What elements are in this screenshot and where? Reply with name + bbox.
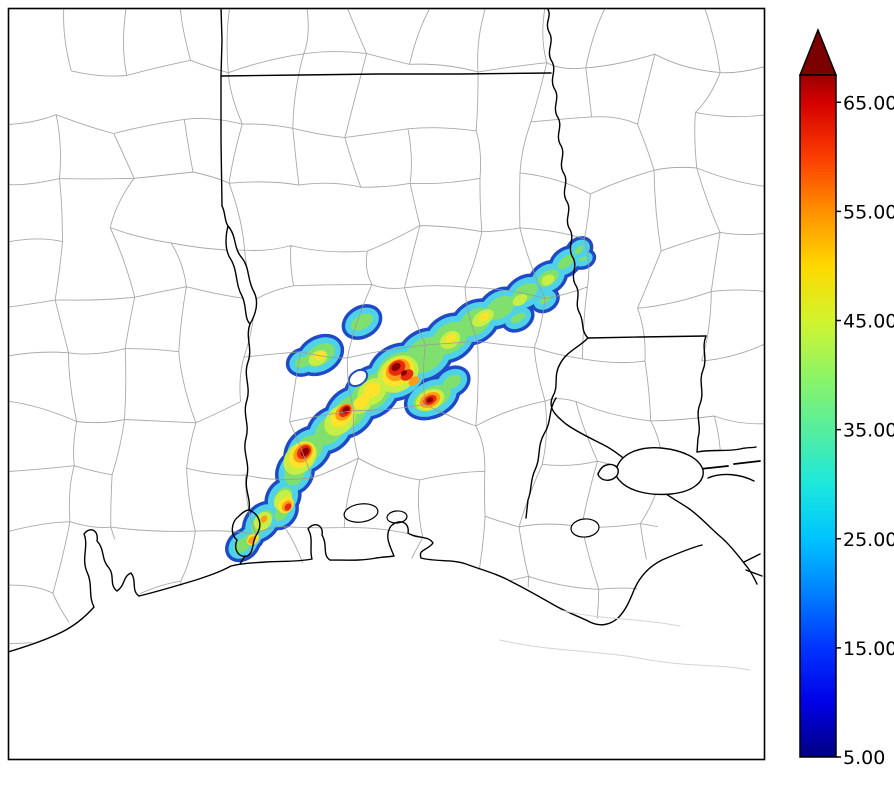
lake-maurepas [597,463,619,481]
sabine-lake [231,509,261,557]
contour-fill [445,333,457,343]
colorbar: 65.00 55.00 45.00 35.00 25.00 15.00 5.00 [798,27,894,769]
lake-borgne-shore [707,473,755,482]
sabine-river-upper [221,205,229,227]
state-border-la-ms-31n [587,335,707,339]
colorbar-tick-label: 25.00 [843,529,894,551]
contour-fill [579,256,587,262]
pearl-river-border [696,335,707,453]
colorbar-tick-label: 15.00 [843,638,894,660]
contour-fill [284,503,292,511]
contour-fill [400,370,408,376]
offshore-boundary [559,609,681,627]
coastal-lake [570,518,600,538]
contour-fill [512,293,528,307]
contour-fill [574,245,584,255]
coastal-lake [386,510,408,524]
mississippi-river-border [546,8,589,339]
contour-fill [541,274,555,286]
delta-distributary [743,553,761,563]
contour-fill [408,376,420,386]
geography-lines [8,8,763,671]
colorbar-tick-label: 5.00 [843,747,885,769]
colorbar-tick-label: 45.00 [843,311,894,333]
contour-fill [426,397,434,403]
delta-distributary [745,569,763,577]
reflectivity-band [225,236,597,563]
contour-fill [442,374,462,390]
map-border [7,7,766,761]
contour-fill [478,312,490,322]
mississippi-sound-coast [696,446,757,453]
colorbar-tick-label: 35.00 [843,420,894,442]
mississippi-river-lower [550,337,629,463]
contour-fill [351,313,373,331]
contour-fill [363,382,381,398]
offshore-boundary [499,639,751,671]
barrier-island [699,465,729,470]
state-border-ar-la [220,72,552,77]
contour-fill [260,515,268,523]
coastal-lake [343,503,379,523]
colorbar-tick-label: 65.00 [843,92,894,114]
echo-free-hole [347,368,369,388]
lake-pontchartrain [615,446,704,496]
contour-fill [557,254,575,270]
sabine-river-border [244,323,251,511]
contour-fill [510,312,526,324]
colorbar-gradient-bar [799,74,837,758]
sabine-outlet [239,555,246,565]
colorbar-tick-label: 55.00 [843,201,894,223]
atchafalaya-river [525,397,557,519]
contour-fill [391,362,401,372]
contour-fill [354,395,370,409]
gulf-coastline [8,521,703,653]
barrier-island [733,460,761,465]
